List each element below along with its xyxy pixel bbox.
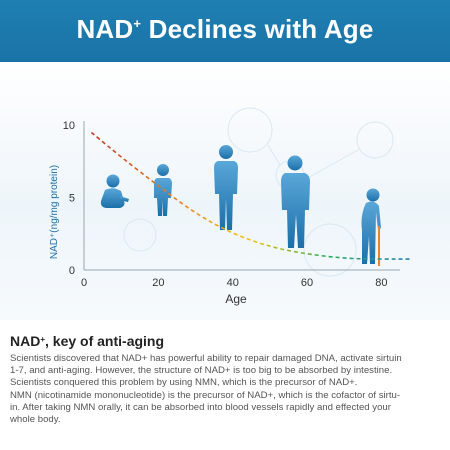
x-tick-label: 80 (375, 277, 387, 289)
section-body: Scientists discovered that NAD+ has powe… (10, 353, 442, 426)
title-main: NAD (76, 14, 134, 44)
y-axis-label: NAD⁺(ng/mg protein) (49, 165, 60, 259)
page-title: NAD+ Declines with Age (0, 14, 450, 45)
section-title-superscript: + (40, 335, 46, 344)
section-title: NAD+, key of anti-aging (10, 333, 442, 349)
x-tick-label: 60 (301, 277, 313, 289)
child-silhouette (154, 164, 172, 216)
body-line-4: NMN (nicotinamide mononucleotide) is the… (10, 389, 401, 401)
y-tick-label: 10 (63, 120, 75, 132)
body-line-2: 1-7, and anti-aging. However, the struct… (10, 365, 393, 377)
y-tick-label: 0 (69, 265, 75, 277)
y-tick-label: 5 (69, 193, 75, 205)
x-tick-label: 0 (81, 277, 87, 289)
body-line-6: whole body. (10, 414, 61, 426)
x-tick-label: 20 (152, 277, 164, 289)
body-line-3: Scientists conquered this problem by usi… (10, 377, 358, 389)
adult-silhouette (214, 145, 238, 230)
elderly-silhouette (361, 188, 381, 266)
molecule-decoration (123, 107, 394, 277)
nad-decline-line (90, 131, 412, 260)
anti-aging-section: NAD+, key of anti-aging Scientists disco… (10, 333, 442, 426)
title-rest: Declines with Age (141, 14, 374, 44)
title-superscript: + (133, 16, 142, 31)
baby-silhouette (100, 174, 129, 208)
x-axis-label: Age (225, 292, 247, 306)
y-tick-labels: 0 5 10 (63, 120, 75, 277)
body-line-1: Scientists discovered that NAD+ has powe… (10, 353, 402, 364)
header-banner: NAD+ Declines with Age (0, 0, 450, 62)
middle-aged-silhouette (281, 155, 310, 248)
section-title-main: NAD (10, 333, 41, 349)
section-title-rest: , key of anti-aging (45, 333, 165, 349)
nad-level-series (90, 131, 412, 260)
x-tick-label: 40 (227, 277, 239, 289)
nad-decline-chart: 0 5 10 0 20 40 60 80 NAD⁺(ng/mg protein) Age (49, 107, 412, 306)
x-tick-labels: 0 20 40 60 80 (81, 277, 388, 289)
body-line-5: in. After taking NMN orally, it can be a… (10, 401, 391, 413)
